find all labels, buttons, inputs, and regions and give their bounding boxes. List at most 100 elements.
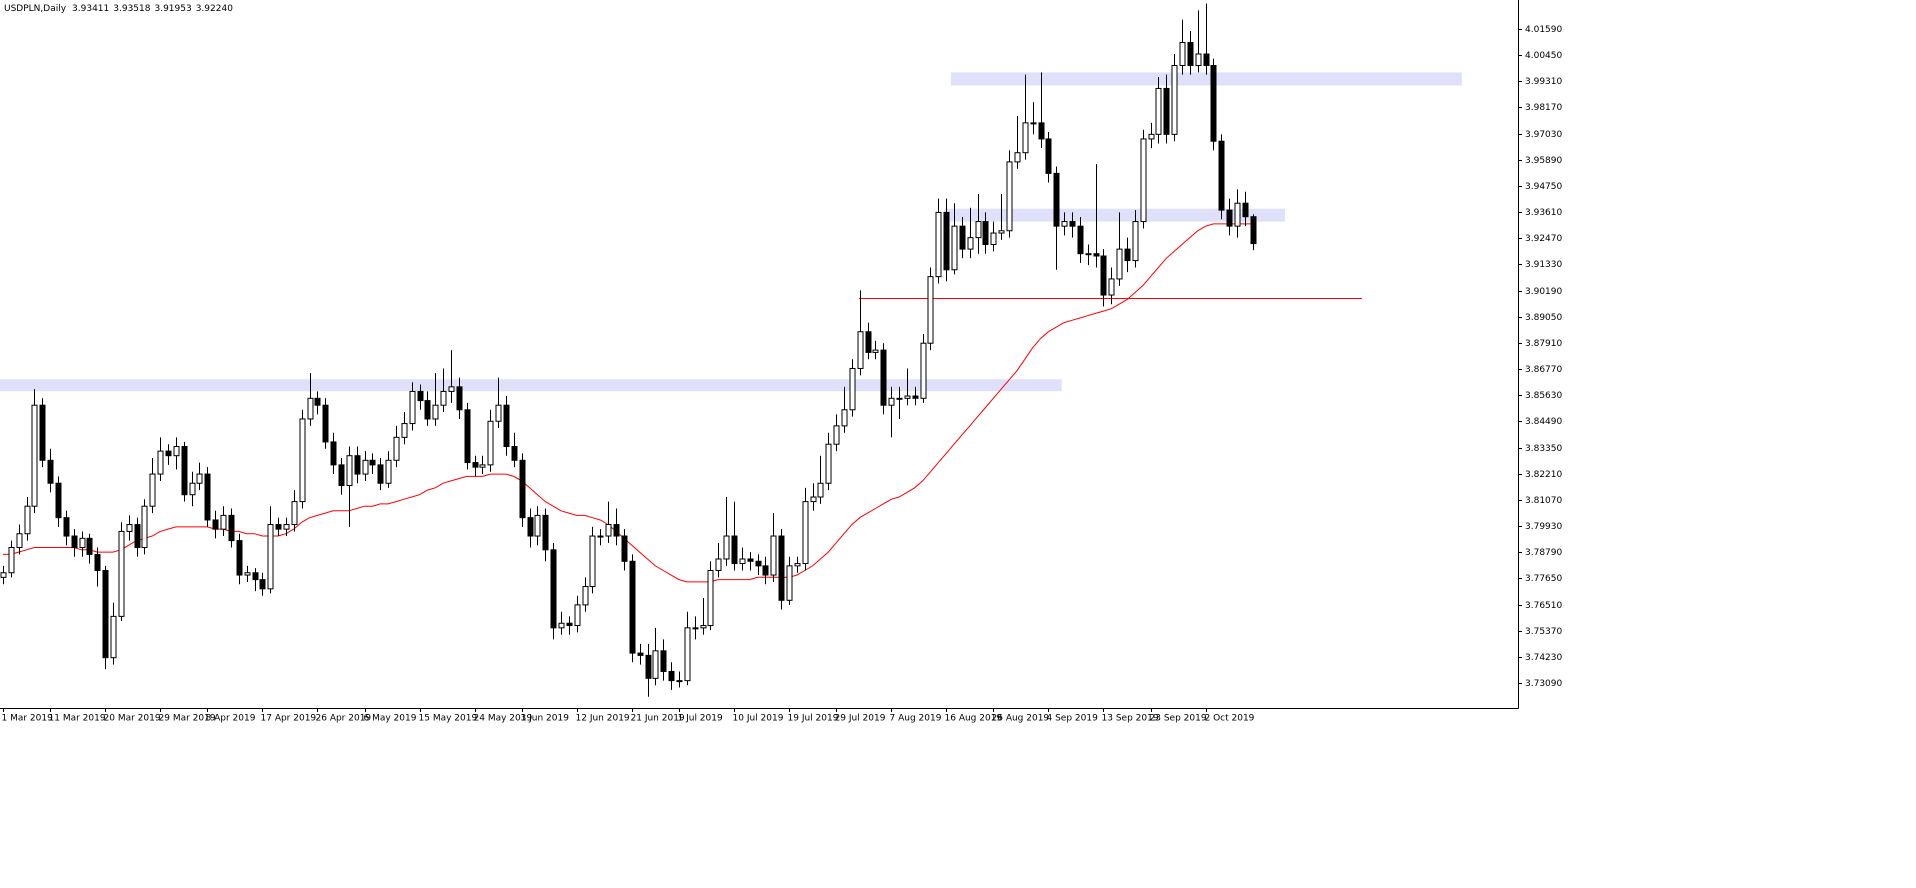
- candle-body: [959, 225, 966, 250]
- y-tick-label: 3.94750: [1525, 182, 1562, 192]
- y-tick-label: 3.83350: [1525, 444, 1562, 454]
- x-tick-label: 15 May 2019: [419, 714, 478, 724]
- candle-body: [1022, 122, 1029, 154]
- candle-body: [629, 560, 636, 654]
- candle-body: [597, 535, 604, 538]
- x-tick-label: 2 Oct 2019: [1205, 714, 1255, 724]
- candle-body: [739, 558, 746, 565]
- candle-body: [134, 524, 141, 549]
- symbol: USDPLN,Daily: [4, 4, 67, 14]
- candle-body: [872, 349, 879, 353]
- candle-body: [755, 560, 762, 567]
- candle-body: [252, 572, 259, 581]
- indicator: [3, 223, 1253, 583]
- candle-body: [700, 625, 707, 629]
- candle-body: [55, 482, 62, 519]
- candle-body: [1187, 42, 1194, 66]
- candle-body: [244, 572, 251, 576]
- candle-body: [613, 524, 620, 537]
- y-tick-label: 3.91330: [1525, 260, 1562, 270]
- candle-body: [8, 547, 15, 574]
- candle-body: [24, 505, 31, 535]
- candle-body: [723, 535, 730, 560]
- x-tick-label: 26 Aug 2019: [992, 714, 1050, 724]
- candle-body: [566, 622, 573, 627]
- x-tick-label: 23 Sep 2019: [1150, 714, 1207, 724]
- candle-body: [912, 395, 919, 399]
- candle-body: [157, 450, 164, 475]
- moving-average: [3, 223, 1253, 583]
- candle-body: [1014, 152, 1021, 163]
- candle-body: [314, 397, 321, 406]
- candle-body: [904, 395, 911, 399]
- candle-body: [448, 386, 455, 392]
- candle-body: [1116, 248, 1123, 280]
- candle-body: [204, 473, 211, 521]
- x-tick-label: 19 Jul 2019: [788, 714, 839, 724]
- candle-body: [47, 459, 54, 484]
- candle-body: [118, 530, 125, 617]
- x-tick-label: 6 May 2019: [364, 714, 417, 724]
- candle-body: [189, 482, 196, 496]
- candle-body: [810, 496, 817, 503]
- candle-body: [534, 514, 541, 537]
- zone: [950, 72, 1462, 86]
- candle-body: [1226, 209, 1233, 227]
- candle-body: [196, 473, 203, 484]
- y-tick-label: 3.74230: [1525, 653, 1562, 663]
- y-tick-label: 3.75370: [1525, 627, 1562, 637]
- candle-body: [16, 533, 23, 549]
- candle-body: [354, 455, 361, 475]
- candle-body: [31, 404, 38, 507]
- candle-body: [621, 535, 628, 562]
- candle-body: [212, 519, 219, 530]
- zone: [0, 379, 1062, 392]
- candle-body: [574, 604, 581, 627]
- y-tick-label: 3.85630: [1525, 391, 1562, 401]
- x-tick-label: 17 Apr 2019: [261, 714, 317, 724]
- candle-body: [1140, 138, 1147, 223]
- candle-body: [1195, 53, 1202, 66]
- y-tick-label: 3.99310: [1525, 77, 1562, 87]
- candle-body: [71, 535, 78, 549]
- y-tick-label: 4.01590: [1525, 25, 1562, 35]
- header-high: 3.93518: [113, 4, 150, 14]
- candle-body: [825, 443, 832, 484]
- candle-body: [181, 446, 188, 496]
- candle-body: [770, 535, 777, 576]
- candle-body: [1218, 140, 1225, 211]
- candle-body: [645, 654, 652, 679]
- candle-body: [511, 446, 518, 461]
- y-tick-label: 3.97030: [1525, 130, 1562, 140]
- x-tick-label: 10 Jul 2019: [733, 714, 784, 724]
- x-tick-label: 20 Mar 2019: [104, 714, 161, 724]
- x-tick-label: 3 Jun 2019: [521, 714, 570, 724]
- y-tick-label: 3.87910: [1525, 339, 1562, 349]
- candle-body: [1006, 161, 1013, 232]
- axes: 4.01590 4.00450 3.99310 3.98170 3.97030 3.958…: [0, 0, 1562, 724]
- candle-body: [833, 425, 840, 445]
- candle-body: [0, 572, 7, 578]
- x-tick-label: 1 Mar 2019: [2, 714, 54, 724]
- x-tick-label: 29 Mar 2019: [159, 714, 216, 724]
- candle-body: [920, 342, 927, 399]
- candle-body: [1148, 133, 1155, 140]
- y-tick-label: 3.98170: [1525, 103, 1562, 113]
- x-tick-label: 29 Jul 2019: [835, 714, 886, 724]
- y-tick-label: 3.76510: [1525, 601, 1562, 611]
- candle-body: [228, 514, 235, 542]
- candle-body: [63, 517, 70, 537]
- y-tick-label: 3.82210: [1525, 470, 1562, 480]
- header-low: 3.91953: [154, 4, 191, 14]
- candle-body: [472, 462, 479, 468]
- candle-body: [660, 650, 667, 672]
- candle-body: [778, 535, 785, 601]
- candle-body: [1234, 202, 1241, 227]
- candle-body: [896, 397, 903, 400]
- candle-body: [1203, 53, 1210, 66]
- candle-body: [165, 450, 172, 457]
- x-tick-label: 11 Mar 2019: [49, 714, 106, 724]
- candle-body: [424, 400, 431, 420]
- y-tick-label: 3.95890: [1525, 156, 1562, 166]
- x-tick-label: 4 Sep 2019: [1047, 714, 1099, 724]
